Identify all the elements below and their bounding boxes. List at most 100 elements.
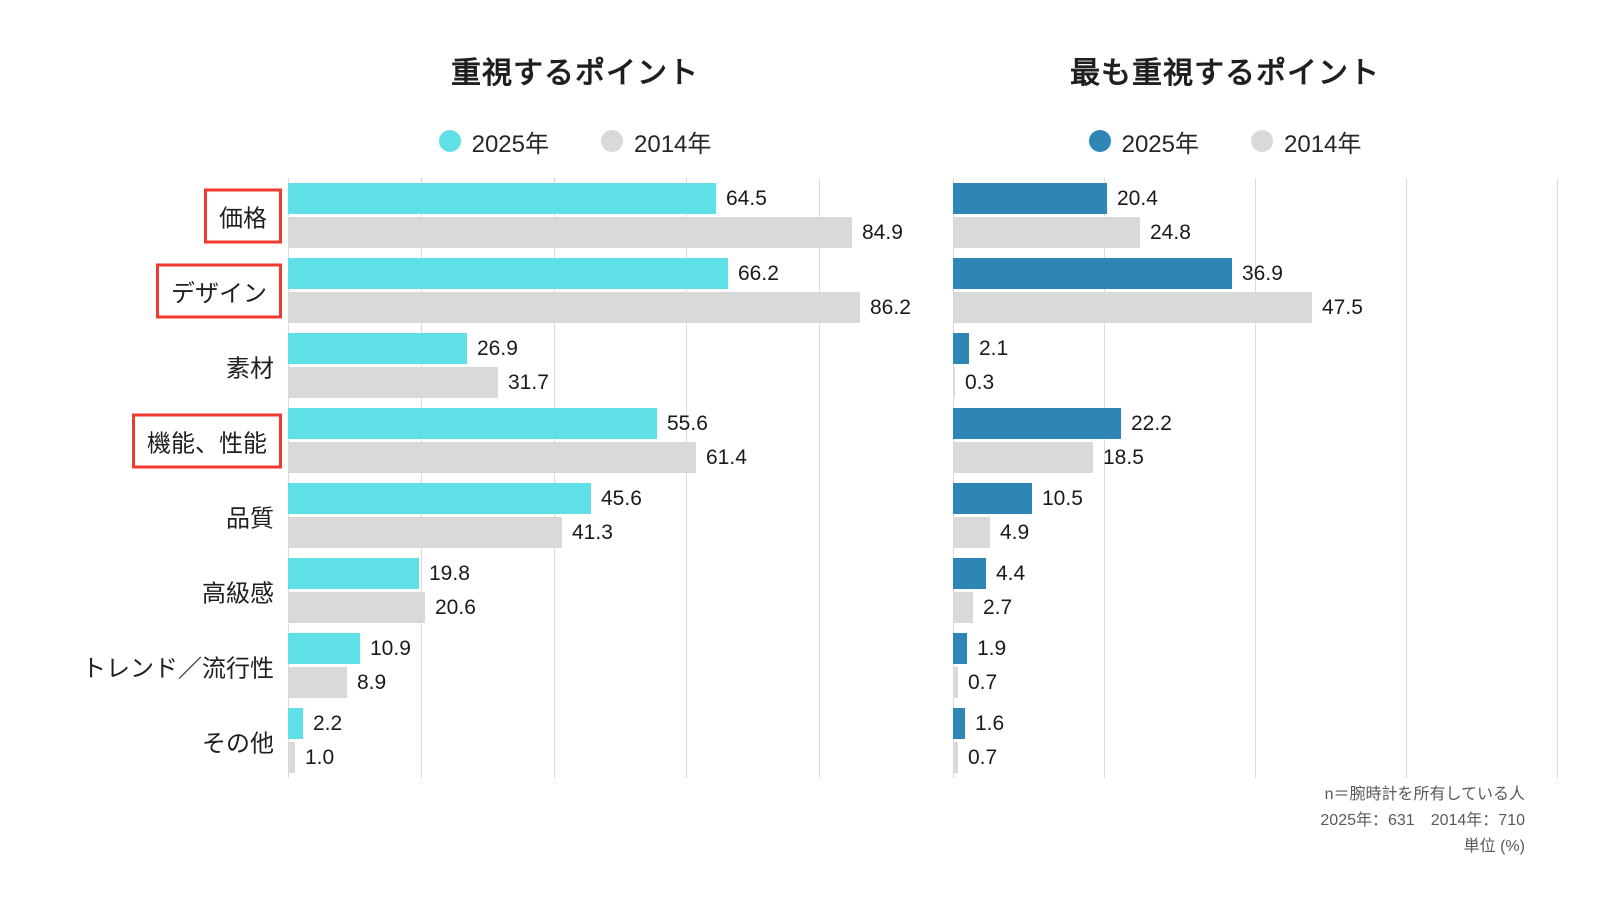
value-label-2014年-トレンド／流行性: 0.7 bbox=[968, 671, 998, 694]
gridline-40pct bbox=[554, 178, 555, 778]
bar-2025年-素材 bbox=[953, 333, 969, 364]
bar-2025年-価格 bbox=[288, 183, 716, 214]
value-label-2014年-素材: 31.7 bbox=[508, 371, 549, 394]
legend-item-2025: 2025年 bbox=[438, 124, 549, 159]
value-label-2025年-デザイン: 36.9 bbox=[1242, 262, 1283, 285]
category-labels: 価格デザイン素材機能、性能品質高級感トレンド／流行性その他 bbox=[0, 0, 282, 900]
value-label-2025年-トレンド／流行性: 10.9 bbox=[370, 637, 411, 660]
bar-2025年-その他 bbox=[288, 708, 303, 739]
legend-dot-2025-icon bbox=[1088, 130, 1111, 152]
bar-2025年-価格 bbox=[953, 183, 1107, 214]
bar-2025年-機能、性能 bbox=[953, 408, 1121, 439]
value-label-2014年-その他: 0.7 bbox=[968, 746, 998, 769]
category-label-デザイン: デザイン bbox=[156, 263, 282, 319]
right-chart-plot: 20.4 24.8 36.9 47.5 2.1 0.3 22.2 18.5 10.5 4.9 4.4… bbox=[953, 178, 1595, 778]
legend-dot-2014-icon bbox=[601, 130, 623, 152]
bar-2025年-素材 bbox=[288, 333, 467, 364]
bar-2025年-高級感 bbox=[953, 558, 986, 589]
bar-2014年-機能、性能 bbox=[953, 442, 1093, 473]
gridline-60pct bbox=[1406, 178, 1407, 778]
value-label-2014年-その他: 1.0 bbox=[305, 746, 335, 769]
bar-2025年-デザイン bbox=[288, 258, 728, 289]
value-label-2025年-価格: 20.4 bbox=[1117, 187, 1158, 210]
bar-2014年-トレンド／流行性 bbox=[288, 667, 347, 698]
value-label-2014年-素材: 0.3 bbox=[965, 371, 995, 394]
value-label-2025年-価格: 64.5 bbox=[726, 187, 767, 210]
value-label-2014年-価格: 24.8 bbox=[1150, 221, 1191, 244]
value-label-2025年-機能、性能: 55.6 bbox=[667, 412, 708, 435]
left-chart-plot: 64.5 84.9 66.2 86.2 26.9 31.7 55.6 61.4 45.6 41.3… bbox=[288, 178, 952, 778]
bar-2014年-その他 bbox=[288, 742, 295, 773]
bar-2014年-デザイン bbox=[953, 292, 1312, 323]
bar-2014年-価格 bbox=[288, 217, 852, 248]
gridline-80pct bbox=[819, 178, 820, 778]
value-label-2025年-デザイン: 66.2 bbox=[738, 262, 779, 285]
legend-label-2014: 2014年 bbox=[1284, 130, 1362, 158]
value-label-2025年-品質: 10.5 bbox=[1042, 487, 1083, 510]
bar-2014年-高級感 bbox=[288, 592, 425, 623]
value-label-2014年-価格: 84.9 bbox=[862, 221, 903, 244]
gridline-0pct bbox=[953, 178, 954, 778]
bar-2014年-機能、性能 bbox=[288, 442, 696, 473]
bar-2014年-素材 bbox=[953, 367, 955, 398]
legend-label-2014: 2014年 bbox=[634, 130, 712, 158]
gridline-80pct bbox=[1557, 178, 1558, 778]
gridline-60pct bbox=[686, 178, 687, 778]
value-label-2014年-デザイン: 86.2 bbox=[870, 296, 911, 319]
gridline-40pct bbox=[1255, 178, 1256, 778]
value-label-2014年-トレンド／流行性: 8.9 bbox=[357, 671, 387, 694]
category-label-機能、性能: 機能、性能 bbox=[132, 413, 282, 469]
value-label-2025年-素材: 26.9 bbox=[477, 337, 518, 360]
bar-2014年-高級感 bbox=[953, 592, 973, 623]
gridline-20pct bbox=[421, 178, 422, 778]
category-label-素材: 素材 bbox=[226, 355, 274, 383]
value-label-2025年-機能、性能: 22.2 bbox=[1131, 412, 1172, 435]
bar-2014年-素材 bbox=[288, 367, 498, 398]
gridline-20pct bbox=[1104, 178, 1105, 778]
value-label-2014年-品質: 41.3 bbox=[572, 521, 613, 544]
bar-2025年-その他 bbox=[953, 708, 965, 739]
category-label-その他: その他 bbox=[202, 730, 274, 758]
footnote-unit: 単位 (%) bbox=[1463, 838, 1525, 855]
bar-2014年-品質 bbox=[953, 517, 990, 548]
right-chart-title: 最も重視するポイント bbox=[1070, 57, 1380, 90]
bar-2014年-品質 bbox=[288, 517, 562, 548]
bar-2014年-トレンド／流行性 bbox=[953, 667, 958, 698]
category-label-価格: 価格 bbox=[204, 188, 282, 244]
left-chart-title: 重視するポイント bbox=[451, 57, 699, 90]
legend-item-2014: 2014年 bbox=[1251, 124, 1361, 159]
value-label-2014年-高級感: 20.6 bbox=[435, 596, 476, 619]
value-label-2025年-その他: 1.6 bbox=[975, 712, 1005, 735]
value-label-2014年-デザイン: 47.5 bbox=[1322, 296, 1363, 319]
category-label-高級感: 高級感 bbox=[202, 580, 274, 608]
legend-item-2014: 2014年 bbox=[601, 124, 711, 159]
legend-dot-2014-icon bbox=[1251, 130, 1273, 152]
category-label-品質: 品質 bbox=[226, 505, 274, 533]
value-label-2025年-高級感: 4.4 bbox=[996, 562, 1026, 585]
bar-2014年-その他 bbox=[953, 742, 958, 773]
bar-2025年-トレンド／流行性 bbox=[953, 633, 967, 664]
legend-dot-2025-icon bbox=[438, 130, 461, 152]
bar-2014年-デザイン bbox=[288, 292, 860, 323]
value-label-2025年-素材: 2.1 bbox=[979, 337, 1009, 360]
category-label-トレンド／流行性: トレンド／流行性 bbox=[82, 655, 274, 683]
value-label-2025年-品質: 45.6 bbox=[601, 487, 642, 510]
footnote-sample-sizes: 2025年：631 2014年：710 bbox=[1320, 812, 1525, 829]
value-label-2025年-トレンド／流行性: 1.9 bbox=[977, 637, 1007, 660]
bar-2014年-価格 bbox=[953, 217, 1140, 248]
value-label-2025年-その他: 2.2 bbox=[313, 712, 343, 735]
left-chart-legend: 2025年 2014年 bbox=[240, 124, 910, 159]
value-label-2014年-機能、性能: 18.5 bbox=[1103, 446, 1144, 469]
bar-2025年-機能、性能 bbox=[288, 408, 657, 439]
value-label-2014年-機能、性能: 61.4 bbox=[706, 446, 747, 469]
legend-item-2025: 2025年 bbox=[1088, 124, 1199, 159]
bar-2025年-高級感 bbox=[288, 558, 419, 589]
footnote-sample-definition: n＝腕時計を所有している人 bbox=[1324, 786, 1525, 803]
bar-2025年-品質 bbox=[288, 483, 591, 514]
value-label-2014年-高級感: 2.7 bbox=[983, 596, 1013, 619]
bar-2025年-トレンド／流行性 bbox=[288, 633, 360, 664]
value-label-2014年-品質: 4.9 bbox=[1000, 521, 1030, 544]
right-chart-legend: 2025年 2014年 bbox=[925, 124, 1525, 159]
bar-2025年-デザイン bbox=[953, 258, 1232, 289]
